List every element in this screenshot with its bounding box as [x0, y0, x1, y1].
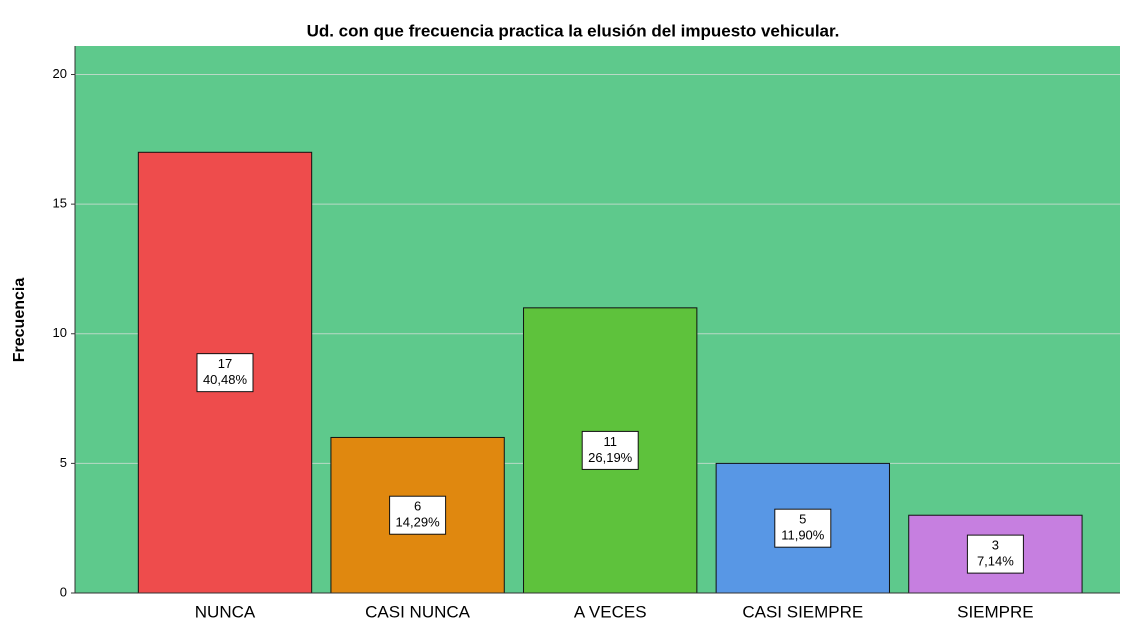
data-label-box	[774, 508, 832, 548]
data-label-percent: 11,90%	[781, 528, 825, 543]
data-label: 17	[218, 356, 232, 371]
data-label: 3	[992, 538, 999, 553]
y-tick-label: 20	[53, 66, 67, 81]
x-tick-label: CASI SIEMPRE	[742, 602, 863, 621]
data-label-box	[966, 534, 1024, 574]
x-tick-label: NUNCA	[195, 602, 256, 621]
data-label-percent: 40,48%	[203, 372, 248, 387]
x-tick-label: CASI NUNCA	[365, 602, 471, 621]
data-label-box	[389, 495, 447, 535]
y-tick-label: 10	[53, 325, 67, 340]
y-tick-label: 5	[60, 455, 67, 470]
data-label-box	[196, 353, 254, 393]
chart-title: Ud. con que frecuencia practica la elusi…	[307, 21, 840, 40]
data-label: 11	[603, 434, 617, 449]
data-label: 5	[799, 512, 806, 527]
data-label-box	[581, 430, 639, 470]
data-label: 6	[414, 499, 421, 514]
data-label-percent: 7,14%	[977, 554, 1014, 569]
y-tick-label: 0	[60, 584, 67, 599]
y-tick-label: 15	[53, 196, 67, 211]
data-label-percent: 26,19%	[588, 450, 633, 465]
x-tick-label: A VECES	[574, 602, 647, 621]
data-label-percent: 14,29%	[396, 515, 441, 530]
y-axis-label: Frecuencia	[11, 278, 28, 363]
x-tick-label: SIEMPRE	[957, 602, 1034, 621]
